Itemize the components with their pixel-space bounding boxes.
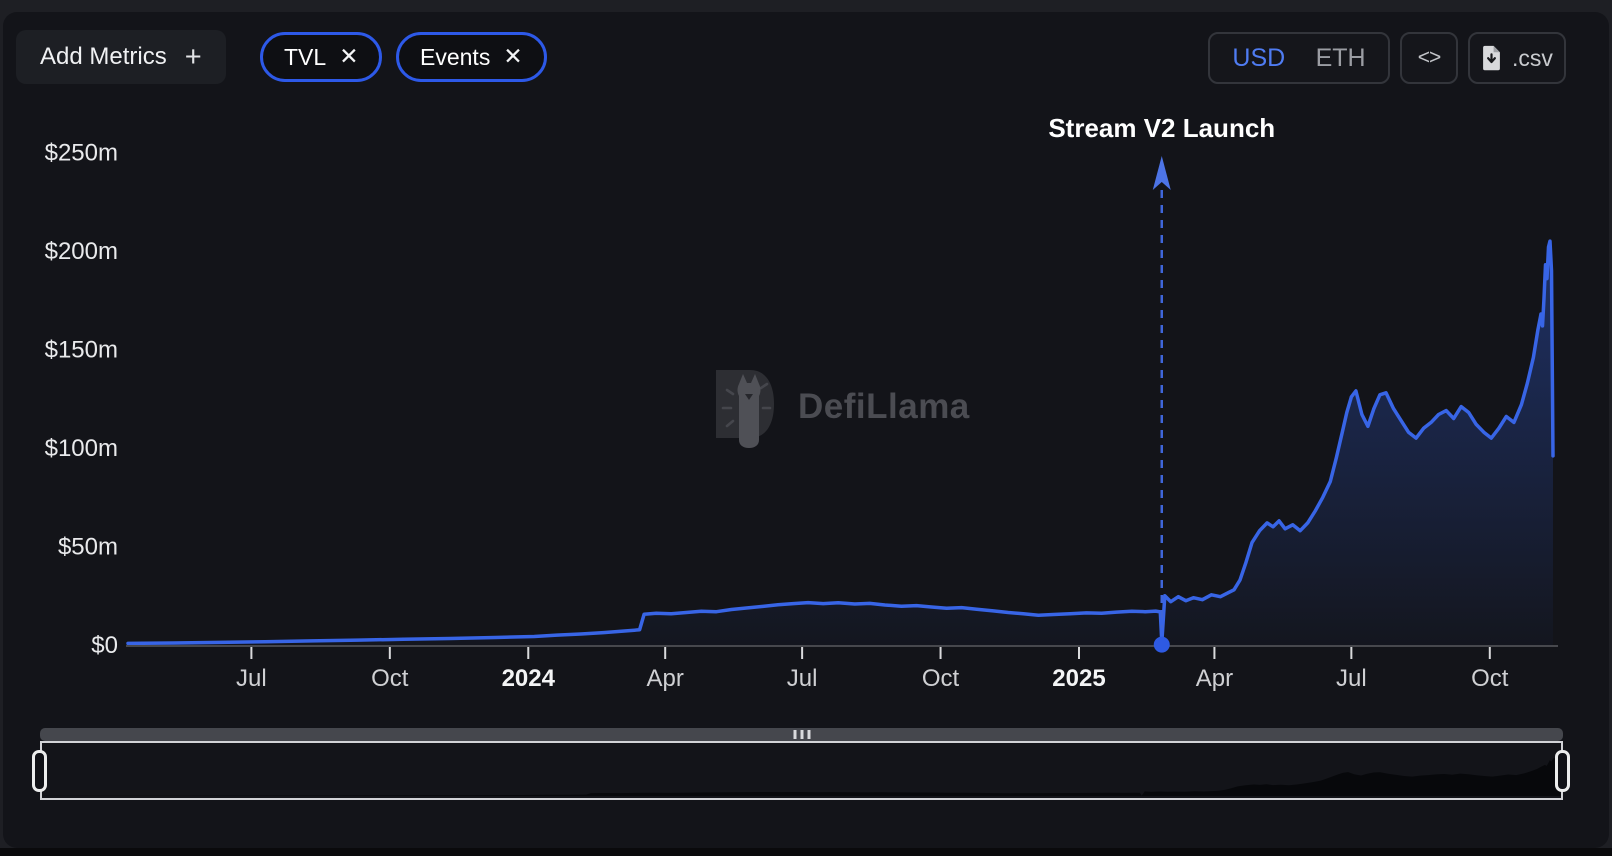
close-icon[interactable]: ✕: [339, 43, 359, 70]
tvl-line: [126, 239, 1555, 646]
metric-chip-events[interactable]: Events ✕: [396, 32, 547, 82]
event-arrow-icon: [1152, 156, 1171, 190]
brush-selection[interactable]: [40, 741, 1563, 800]
x-tick-label: Apr: [1196, 665, 1233, 692]
y-tick-label: $0: [91, 632, 118, 659]
x-tick-label: Oct: [371, 665, 409, 692]
csv-download-icon: [1483, 45, 1500, 71]
close-icon[interactable]: ✕: [503, 43, 523, 70]
x-tick-label: Oct: [922, 665, 960, 692]
y-tick-label: $50m: [58, 534, 118, 561]
brush-handle-left[interactable]: [32, 750, 47, 792]
x-tick-label: Jul: [1336, 665, 1367, 692]
brush-mini-chart: [42, 758, 1561, 796]
defillama-logo-icon: [716, 370, 774, 448]
code-icon: <>: [1417, 46, 1442, 69]
add-metrics-label: Add Metrics: [40, 43, 167, 70]
x-tick-label: Jul: [787, 665, 818, 692]
brush-scrollbar[interactable]: [40, 728, 1563, 741]
tvl-area-chart[interactable]: Jul Oct 2024 Apr Jul Oct 2025 Apr Jul Oct $0 $50m $1…: [0, 0, 1612, 712]
defillama-watermark: DefiLlama: [712, 364, 970, 450]
y-tick-label: $100m: [45, 435, 118, 462]
brush-handle-right[interactable]: [1555, 750, 1570, 792]
y-tick-label: $250m: [45, 140, 118, 167]
y-tick-label: $200m: [45, 238, 118, 265]
currency-usd-button[interactable]: USD: [1224, 44, 1293, 73]
metric-chip-tvl-label: TVL: [284, 43, 327, 70]
event-label: Stream V2 Launch: [1048, 113, 1275, 143]
download-csv-button[interactable]: .csv: [1468, 32, 1566, 84]
csv-label: .csv: [1512, 44, 1553, 71]
x-tick-label: Apr: [647, 665, 684, 692]
currency-eth-button[interactable]: ETH: [1308, 44, 1374, 73]
metric-chip-tvl[interactable]: TVL ✕: [260, 32, 383, 82]
currency-toggle: USD ETH: [1208, 32, 1390, 84]
tvl-area: [128, 241, 1553, 645]
brush-area-silhouette: [42, 758, 1561, 796]
scrollbar-grip-icon: [793, 730, 810, 739]
add-metrics-button[interactable]: Add Metrics +: [16, 30, 226, 84]
x-tick-label: 2025: [1052, 665, 1105, 692]
plus-icon: +: [184, 40, 202, 73]
y-tick-label: $150m: [45, 337, 118, 364]
event-dot[interactable]: [1153, 636, 1170, 653]
embed-button[interactable]: <>: [1400, 32, 1458, 84]
x-tick-label: Jul: [236, 665, 267, 692]
x-tick-label: 2024: [502, 665, 556, 692]
metric-chip-events-label: Events: [420, 43, 491, 70]
bottom-edge-strip: [0, 848, 1612, 856]
x-tick-label: Oct: [1471, 665, 1509, 692]
watermark-text: DefiLlama: [798, 387, 970, 426]
